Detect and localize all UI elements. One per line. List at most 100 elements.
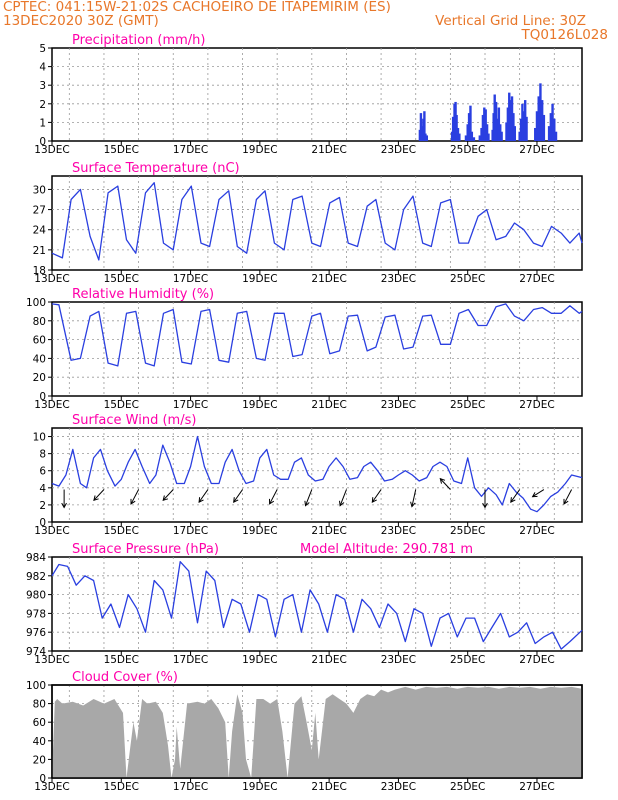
wind-arrow-shaft	[411, 489, 417, 507]
wind-xtick-label: 15DEC	[104, 525, 139, 537]
precip-bar	[534, 127, 537, 141]
wind-arrow	[130, 489, 140, 505]
wind-xtick-label: 27DEC	[519, 525, 554, 537]
temp-xtick-label: 25DEC	[450, 273, 485, 285]
temp-xtick-label: 21DEC	[311, 273, 346, 285]
precip-xtick-label: 15DEC	[104, 144, 139, 156]
precip-bar	[551, 103, 554, 141]
precip-bar	[425, 135, 429, 141]
wind-arrow-head	[162, 495, 169, 502]
precip-panel: 0 1 2 3 4 5 13DEC 15DEC 17DEC 19DEC 21DEC 23DEC 25DE…	[34, 33, 583, 156]
wind-arrow-head	[233, 497, 239, 503]
wind-xtick-label: 13DEC	[34, 525, 69, 537]
precip-bar	[499, 124, 502, 141]
cloud-ytick-label: 80	[33, 699, 46, 711]
precip-bar	[505, 122, 508, 141]
temp-ytick-label: 18	[33, 265, 46, 277]
wind-arrow-head	[130, 498, 136, 505]
pres-xtick-label: 15DEC	[104, 654, 139, 666]
precip-bar	[547, 126, 551, 141]
pres-xtick-label: 27DEC	[519, 654, 554, 666]
wind-arrow-head	[93, 495, 99, 502]
wind-arrow-shaft	[510, 489, 521, 503]
cloud-xtick-label: 15DEC	[104, 781, 139, 793]
temp-xtick-label: 15DEC	[104, 273, 139, 285]
precip-bar	[480, 127, 483, 141]
temp-panel: 18 21 24 27 30 13DEC 15DEC 17DEC 19DEC 21DEC 23DEC…	[33, 161, 583, 285]
grid-line-note: Vertical Grid Line: 30Z	[435, 13, 586, 29]
pres-xtick-label: 19DEC	[242, 654, 277, 666]
temp-xtick-label: 17DEC	[173, 273, 208, 285]
pres-ytick-label: 982	[26, 571, 46, 583]
precip-bar	[537, 96, 540, 141]
precip-bar	[496, 118, 499, 141]
precip-bar	[423, 111, 426, 141]
pres-ytick-label: 974	[26, 646, 46, 658]
precip-bar	[510, 96, 514, 141]
cloud-ytick-label: 0	[39, 773, 46, 785]
pres-extra-label: Model Altitude: 290.781 m	[300, 542, 473, 557]
precip-xtick-label: 21DEC	[311, 144, 346, 156]
wind-arrow-head	[410, 501, 416, 508]
pres-title: Surface Pressure (hPa)	[72, 542, 219, 557]
wind-arrow-shaft	[93, 489, 105, 501]
temp-frame	[51, 175, 583, 271]
pres-xtick-label: 21DEC	[311, 654, 346, 666]
precip-bar	[535, 111, 539, 141]
pres-ytick-label: 980	[26, 590, 46, 602]
precip-bar	[456, 127, 460, 141]
precip-bar	[508, 92, 511, 141]
precip-bar	[493, 94, 496, 141]
wind-arrow-shaft	[233, 489, 243, 503]
wind-arrow-shaft	[563, 489, 573, 505]
cloud-ytick-label: 60	[33, 717, 46, 729]
wind-xtick-label: 23DEC	[381, 525, 416, 537]
precip-bar	[466, 124, 469, 141]
rh-ytick-label: 40	[33, 353, 46, 365]
precip-bar	[525, 116, 528, 141]
temp-ytick-label: 21	[33, 245, 46, 257]
temp-ytick-label: 27	[33, 205, 46, 217]
wind-arrow	[482, 489, 488, 509]
precip-bar	[518, 131, 521, 141]
rh-ytick-label: 100	[26, 297, 46, 309]
cloud-ytick-label: 100	[26, 680, 46, 692]
temp-xtick-label: 23DEC	[381, 273, 416, 285]
wind-arrow-head	[339, 500, 345, 507]
precip-bar	[485, 124, 489, 141]
precip-bar	[500, 131, 503, 141]
wind-arrow-head	[198, 497, 204, 503]
temp-ytick-label: 30	[33, 184, 46, 196]
wind-arrow	[531, 489, 545, 498]
temp-ytick-label: 24	[33, 225, 47, 237]
wind-arrow-shaft	[269, 489, 278, 505]
wind-ytick-label: 0	[39, 517, 46, 529]
pres-frame	[51, 556, 583, 652]
precip-ytick-label: 3	[39, 80, 46, 92]
precip-bar	[455, 114, 458, 141]
precip-bar	[487, 133, 490, 141]
precip-bar	[513, 126, 516, 141]
precip-bar	[554, 131, 558, 141]
rh-panel: 0 20 40 60 80 100 13DEC 15DEC 17DEC 19DEC 21DEC 23D…	[26, 287, 583, 411]
cloud-area	[52, 686, 582, 778]
wind-arrow-head	[510, 497, 516, 503]
precip-bar	[472, 137, 476, 141]
wind-ytick-label: 8	[39, 449, 46, 461]
wind-arrow	[563, 489, 573, 505]
precip-xtick-label: 19DEC	[242, 144, 277, 156]
pres-xtick-label: 13DEC	[34, 654, 69, 666]
precip-bar	[519, 118, 523, 141]
temp-xtick-label: 13DEC	[34, 273, 69, 285]
wind-ytick-label: 6	[39, 466, 46, 478]
wind-arrow	[439, 477, 451, 490]
precip-bar	[521, 103, 524, 141]
precip-bar	[420, 126, 424, 141]
wind-ytick-label: 4	[39, 483, 46, 495]
wind-xtick-label: 19DEC	[242, 525, 277, 537]
wind-arrow	[304, 489, 313, 507]
rh-xtick-label: 21DEC	[311, 399, 346, 411]
precip-xtick-label: 27DEC	[519, 144, 554, 156]
rh-xtick-label: 13DEC	[34, 399, 69, 411]
